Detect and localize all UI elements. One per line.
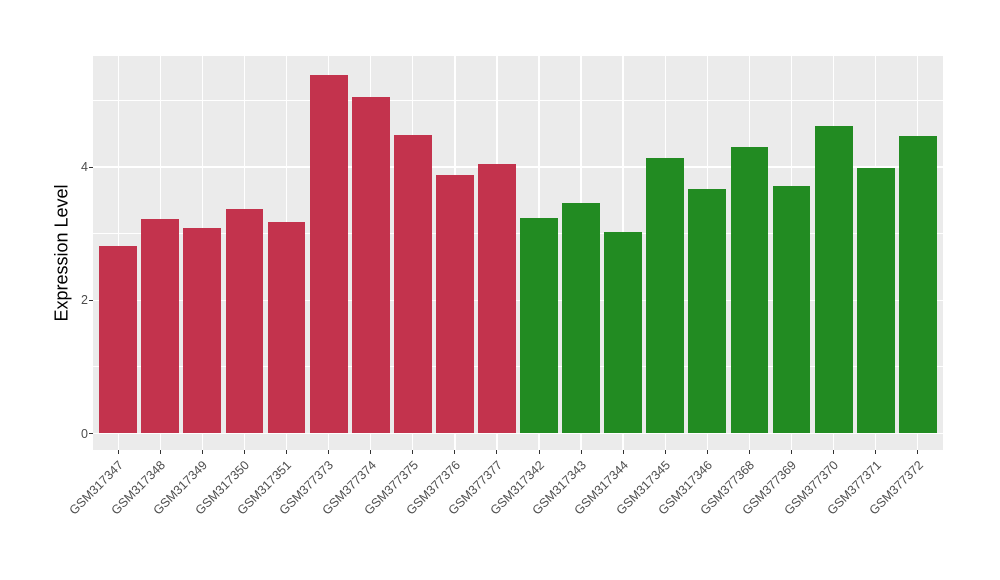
bar-GSM377372 <box>898 136 937 434</box>
bar-GSM377373 <box>309 74 348 434</box>
x-tick <box>917 450 919 454</box>
y-tick <box>89 433 93 434</box>
x-tick <box>748 450 750 454</box>
plot-panel <box>93 56 943 450</box>
gridline-y-minor <box>93 233 943 235</box>
y-tick <box>89 299 93 301</box>
gridline-y-minor <box>93 366 943 368</box>
bar-GSM317345 <box>646 157 685 434</box>
x-tick <box>117 450 119 454</box>
bar-GSM317344 <box>604 231 643 434</box>
bar-GSM377370 <box>814 125 853 434</box>
x-tick <box>496 450 498 454</box>
bar-GSM377376 <box>435 175 474 434</box>
bar-GSM377368 <box>730 147 769 434</box>
x-tick <box>833 450 835 454</box>
x-tick <box>580 450 582 454</box>
y-axis-label: 0 <box>81 426 88 441</box>
x-tick <box>370 450 372 454</box>
bar-GSM317351 <box>267 222 306 434</box>
bar-GSM317343 <box>562 203 601 434</box>
gridline-y-major <box>93 166 943 168</box>
x-tick <box>622 450 624 454</box>
x-tick <box>243 450 245 454</box>
gridline-y-major <box>93 299 943 301</box>
x-tick <box>538 450 540 454</box>
bar-GSM377369 <box>772 186 811 434</box>
bar-GSM317346 <box>688 189 727 434</box>
bar-GSM377375 <box>393 135 432 434</box>
x-tick <box>664 450 666 454</box>
x-tick <box>159 450 161 454</box>
x-tick <box>286 450 288 454</box>
gridline-y-major <box>93 432 943 435</box>
gridline-y-minor <box>93 100 943 101</box>
y-axis-label: 2 <box>81 293 88 308</box>
x-tick <box>706 450 708 454</box>
bar-GSM317342 <box>520 218 558 434</box>
x-tick <box>328 450 330 454</box>
bar-GSM377377 <box>478 163 516 434</box>
bar-GSM317349 <box>183 228 222 434</box>
bar-GSM377374 <box>351 97 390 434</box>
x-tick <box>875 450 877 454</box>
x-tick <box>454 450 456 454</box>
bar-GSM377371 <box>856 167 895 434</box>
bar-GSM317348 <box>141 219 180 434</box>
bar-GSM317350 <box>225 209 264 434</box>
y-tick <box>89 166 93 168</box>
x-tick <box>201 450 203 454</box>
x-tick <box>791 450 792 454</box>
bar-GSM317347 <box>99 246 138 434</box>
y-axis-label: 4 <box>81 160 88 175</box>
x-tick <box>412 450 414 454</box>
